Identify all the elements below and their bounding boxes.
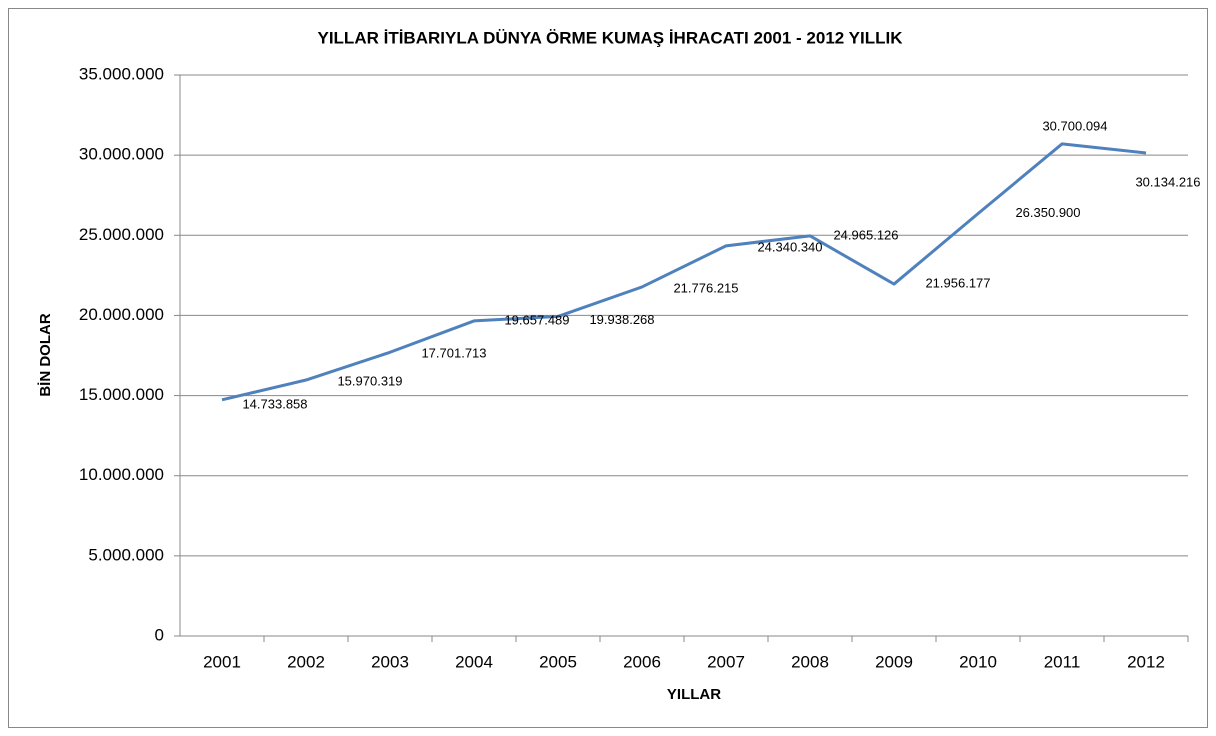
data-label: 21.956.177 <box>925 276 990 291</box>
x-tick-label: 2006 <box>623 652 661 671</box>
line-series <box>221 142 1147 402</box>
data-label: 19.938.268 <box>589 312 654 327</box>
data-label: 17.701.713 <box>421 346 486 361</box>
data-label: 21.776.215 <box>673 280 738 295</box>
chart-border <box>8 8 1208 728</box>
y-tick-label: 5.000.000 <box>88 545 164 564</box>
y-axis-label: BİN DOLAR <box>37 313 54 396</box>
x-tick-label: 2011 <box>1044 652 1081 671</box>
data-label: 24.965.126 <box>833 227 898 242</box>
data-label: 15.970.319 <box>337 373 402 388</box>
data-label: 26.350.900 <box>1015 205 1080 220</box>
data-label: 30.134.216 <box>1135 174 1200 189</box>
y-tick-label: 20.000.000 <box>79 305 164 324</box>
x-tick-label: 2005 <box>539 652 577 671</box>
x-axis-label: YILLAR <box>667 686 721 703</box>
y-tick-label: 15.000.000 <box>79 385 164 404</box>
y-tick-label: 10.000.000 <box>79 465 164 484</box>
x-tick-label: 2008 <box>791 652 829 671</box>
y-tick-label: 35.000.000 <box>79 64 164 83</box>
x-tick-label: 2002 <box>287 652 325 671</box>
x-tick-label: 2004 <box>455 652 493 671</box>
data-label: 24.340.340 <box>757 239 822 254</box>
data-label: 14.733.858 <box>242 396 307 411</box>
data-label: 30.700.094 <box>1042 118 1107 133</box>
y-tick-label: 25.000.000 <box>79 225 164 244</box>
x-tick-label: 2009 <box>875 652 913 671</box>
x-tick-label: 2010 <box>959 652 997 671</box>
x-tick-label: 2007 <box>707 652 745 671</box>
x-tick-label: 2012 <box>1127 652 1165 671</box>
x-tick-label: 2001 <box>203 652 241 671</box>
x-tick-label: 2003 <box>371 652 409 671</box>
data-label: 19.657.489 <box>504 312 569 327</box>
chart-title: YILLAR İTİBARIYLA DÜNYA ÖRME KUMAŞ İHRAC… <box>317 28 903 47</box>
y-tick-label: 0 <box>155 625 164 644</box>
y-tick-label: 30.000.000 <box>79 145 164 164</box>
